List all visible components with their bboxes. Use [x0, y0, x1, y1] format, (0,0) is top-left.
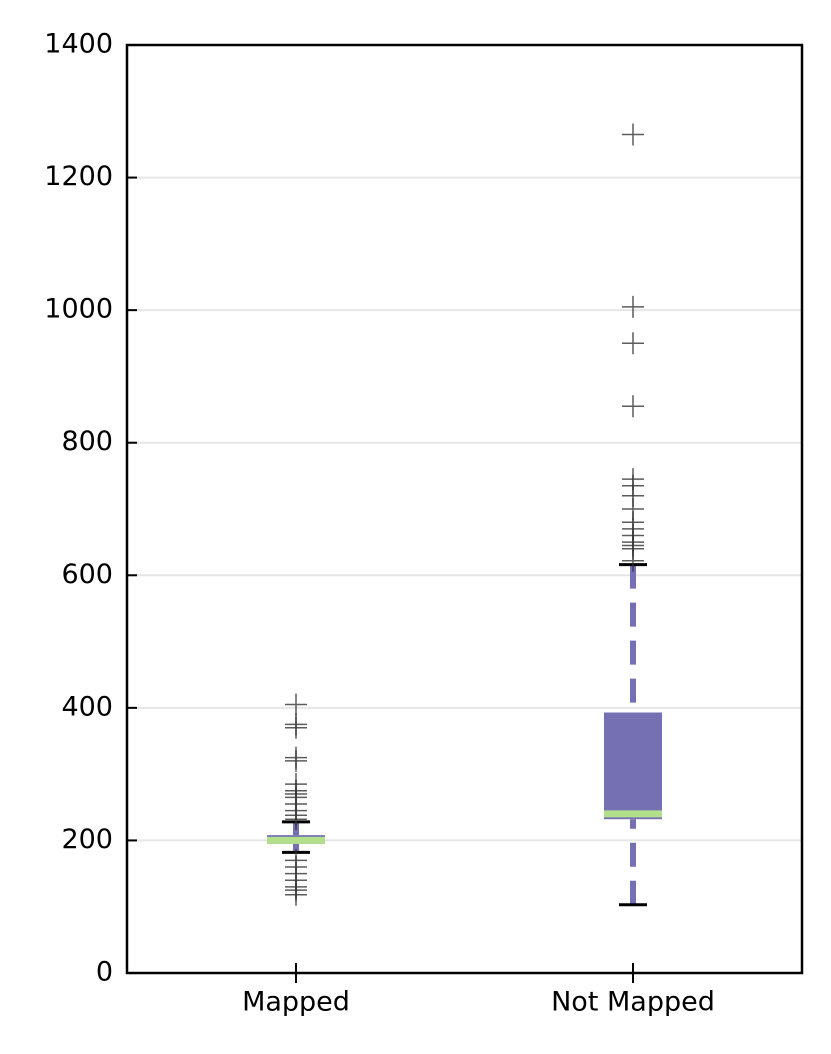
- y-tick-label: 1000: [44, 294, 113, 325]
- x-tick-label: Mapped: [242, 987, 350, 1018]
- flier: [285, 849, 307, 872]
- flier: [622, 395, 644, 418]
- y-tick-label: 200: [61, 824, 113, 855]
- x-tick-label: Not Mapped: [551, 987, 715, 1018]
- flier: [285, 693, 307, 716]
- flier: [622, 123, 644, 146]
- y-tick-label: 1200: [44, 161, 113, 192]
- flier: [622, 468, 644, 491]
- y-tick-label: 400: [61, 691, 113, 722]
- flier: [285, 746, 307, 769]
- y-tick-label: 1400: [44, 29, 113, 60]
- flier: [285, 713, 307, 736]
- y-tick-label: 600: [61, 559, 113, 590]
- flier: [285, 773, 307, 796]
- y-tick-label: 0: [96, 957, 113, 988]
- box: [604, 712, 662, 820]
- y-tick-label: 800: [61, 426, 113, 457]
- plot-frame: [125, 43, 804, 975]
- flier: [622, 295, 644, 318]
- flier: [622, 332, 644, 355]
